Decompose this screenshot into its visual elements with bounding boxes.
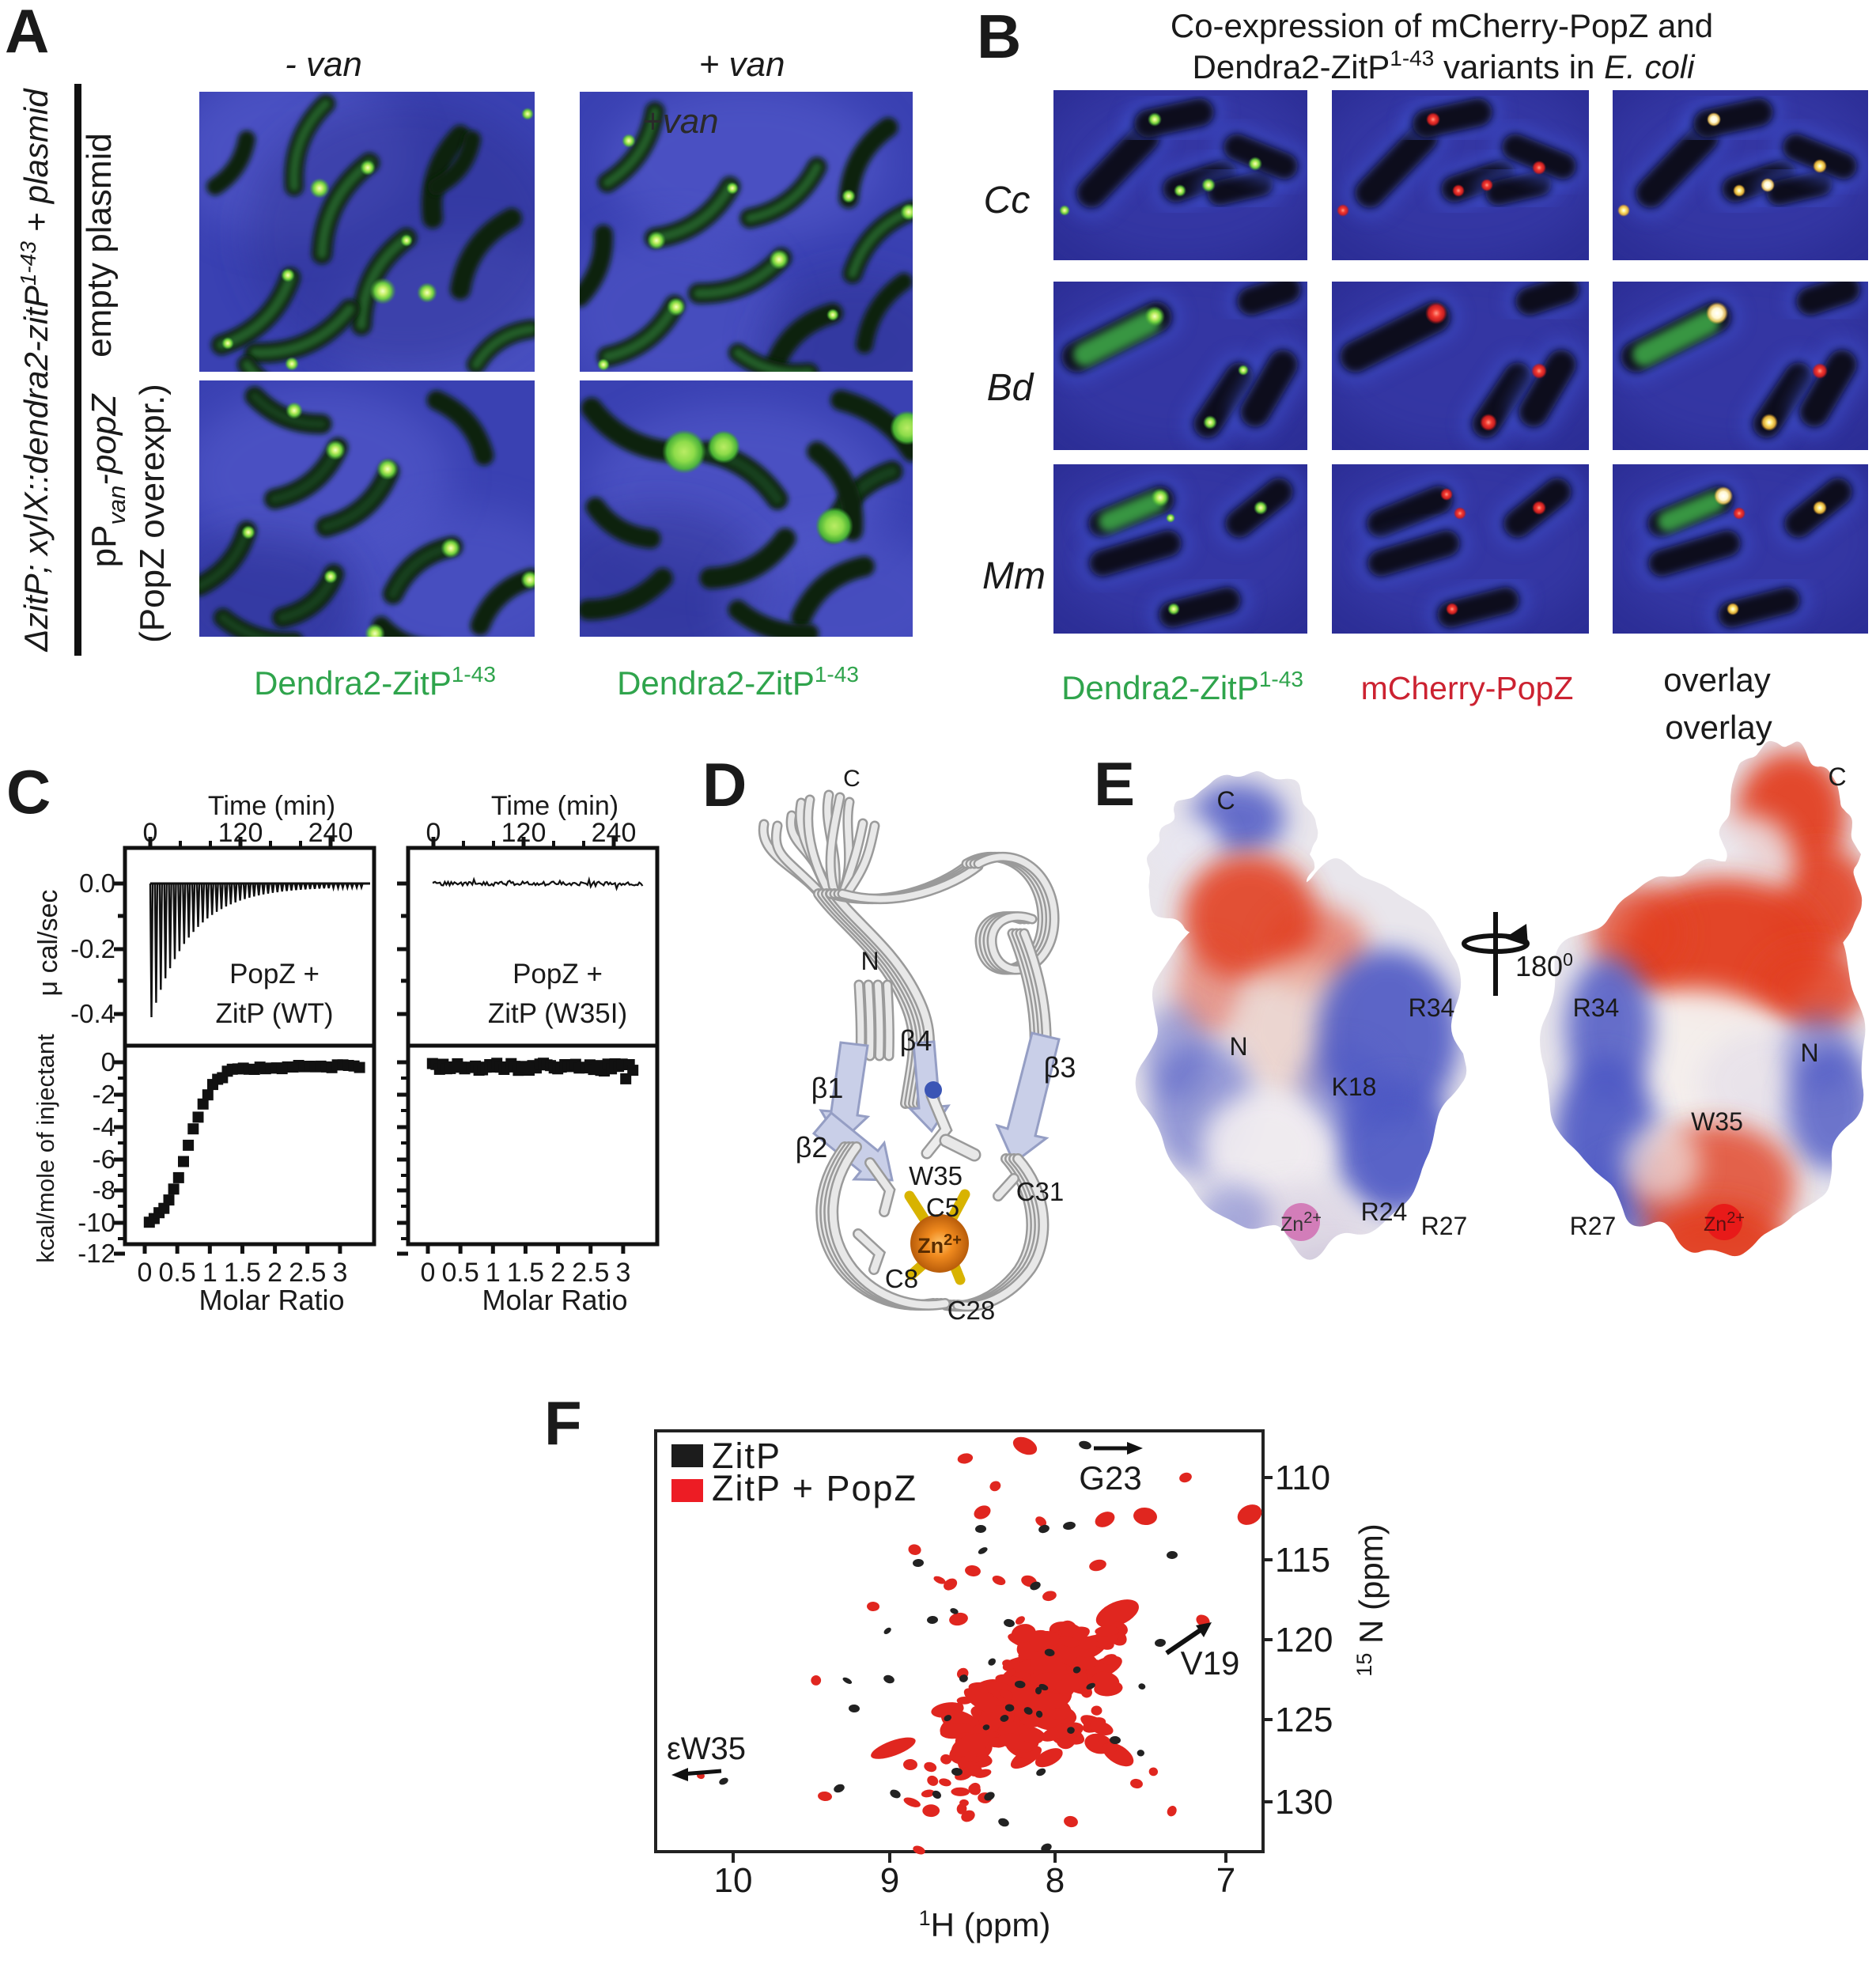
svg-text:0.5: 0.5 <box>442 1258 479 1288</box>
svg-text:0: 0 <box>101 1047 115 1077</box>
svg-text:mCherry-PopZ: mCherry-PopZ <box>1361 670 1574 706</box>
svg-text:ZitP: ZitP <box>712 1436 781 1476</box>
svg-text:pPvan-popZ: pPvan-popZ <box>85 393 130 568</box>
svg-text:0: 0 <box>426 818 441 848</box>
svg-text:7: 7 <box>1216 1861 1235 1900</box>
svg-text:130: 130 <box>1275 1783 1333 1822</box>
svg-text:Mm: Mm <box>982 555 1046 597</box>
svg-text:9: 9 <box>880 1861 899 1900</box>
svg-text:1: 1 <box>486 1258 501 1288</box>
svg-text:-2: -2 <box>93 1080 115 1109</box>
svg-text:F: F <box>544 1388 582 1458</box>
svg-text:2.5: 2.5 <box>289 1258 326 1288</box>
svg-text:μ cal/sec: μ cal/sec <box>33 890 63 997</box>
svg-text:- van: - van <box>285 45 362 84</box>
svg-text:(PopZ overexpr.): (PopZ overexpr.) <box>133 384 172 643</box>
svg-text:R34: R34 <box>1573 993 1620 1022</box>
svg-text:kcal/mole of injectant: kcal/mole of injectant <box>32 1034 59 1263</box>
svg-text:overlay: overlay <box>1665 709 1772 746</box>
svg-text:C5: C5 <box>926 1193 959 1222</box>
svg-text:1.5: 1.5 <box>507 1258 544 1288</box>
svg-text:K18: K18 <box>1332 1073 1377 1101</box>
svg-text:R27: R27 <box>1570 1212 1617 1240</box>
svg-text:Zn2+: Zn2+ <box>1704 1209 1745 1235</box>
svg-text:ZitP + PopZ: ZitP + PopZ <box>712 1468 917 1508</box>
svg-text:C: C <box>1216 786 1235 815</box>
svg-text:3: 3 <box>615 1258 630 1288</box>
svg-text:G23: G23 <box>1079 1459 1141 1497</box>
svg-text:A: A <box>5 0 49 66</box>
svg-text:N: N <box>860 947 879 975</box>
svg-text:1.5: 1.5 <box>224 1258 261 1288</box>
svg-text:E: E <box>1094 749 1135 819</box>
svg-text:0.5: 0.5 <box>159 1258 196 1288</box>
svg-text:ΔzitP; xylX::dendra2-zitP1-43: ΔzitP; xylX::dendra2-zitP1-43 + plasmid <box>16 88 55 653</box>
svg-text:125: 125 <box>1275 1701 1333 1739</box>
svg-text:0.0: 0.0 <box>79 868 115 898</box>
svg-text:B: B <box>977 2 1021 71</box>
svg-text:0: 0 <box>421 1258 436 1288</box>
svg-text:R27: R27 <box>1421 1212 1468 1240</box>
svg-text:Time (min): Time (min) <box>491 791 618 821</box>
svg-text:empty plasmid: empty plasmid <box>80 133 119 358</box>
svg-text:D: D <box>702 750 747 819</box>
svg-text:C: C <box>843 766 860 792</box>
svg-text:R24: R24 <box>1361 1198 1408 1226</box>
svg-text:Molar Ratio: Molar Ratio <box>482 1284 627 1316</box>
svg-text:Bd: Bd <box>987 367 1034 409</box>
svg-text:15 N (ppm): 15 N (ppm) <box>1352 1523 1390 1676</box>
svg-text:0: 0 <box>138 1258 153 1288</box>
svg-text:Molar Ratio: Molar Ratio <box>199 1284 344 1316</box>
svg-text:β4: β4 <box>900 1024 932 1057</box>
svg-text:2.5: 2.5 <box>572 1258 609 1288</box>
svg-text:Dendra2-ZitP1-43 variants in E: Dendra2-ZitP1-43 variants in E. coli <box>1193 46 1696 85</box>
svg-text:3: 3 <box>332 1258 347 1288</box>
svg-text:ZitP (WT): ZitP (WT) <box>215 998 333 1029</box>
svg-text:2: 2 <box>267 1258 282 1288</box>
svg-text:-10: -10 <box>78 1208 115 1237</box>
svg-text:0: 0 <box>143 818 158 848</box>
svg-text:N: N <box>1229 1032 1247 1061</box>
svg-text:+ van: + van <box>699 45 785 84</box>
svg-text:+van: +van <box>642 102 719 141</box>
svg-text:β2: β2 <box>796 1131 828 1164</box>
svg-text:C: C <box>1828 762 1846 791</box>
svg-text:Zn2+: Zn2+ <box>1280 1209 1322 1235</box>
svg-text:R34: R34 <box>1409 993 1455 1022</box>
svg-text:-0.2: -0.2 <box>70 934 115 963</box>
svg-text:Cc: Cc <box>984 180 1031 221</box>
svg-text:εW35: εW35 <box>667 1731 746 1766</box>
svg-text:PopZ +: PopZ + <box>512 959 603 990</box>
svg-text:β3: β3 <box>1044 1051 1076 1084</box>
svg-text:Time (min): Time (min) <box>208 791 335 821</box>
svg-text:1H (ppm): 1H (ppm) <box>919 1906 1051 1943</box>
svg-text:2: 2 <box>550 1258 565 1288</box>
svg-text:Dendra2-ZitP1-43: Dendra2-ZitP1-43 <box>1061 667 1303 706</box>
svg-text:115: 115 <box>1275 1541 1330 1580</box>
svg-text:120: 120 <box>1275 1621 1333 1659</box>
svg-text:8: 8 <box>1046 1861 1065 1900</box>
svg-text:W35: W35 <box>909 1161 963 1190</box>
svg-text:β1: β1 <box>811 1072 844 1104</box>
svg-text:C28: C28 <box>947 1296 996 1325</box>
svg-text:ZitP (W35I): ZitP (W35I) <box>488 998 627 1029</box>
svg-text:Co-expression of mCherry-PopZ: Co-expression of mCherry-PopZ and <box>1171 7 1713 44</box>
svg-text:110: 110 <box>1275 1459 1330 1497</box>
svg-text:W35: W35 <box>1691 1107 1743 1136</box>
svg-text:Zn2+: Zn2+ <box>917 1232 962 1258</box>
svg-text:PopZ +: PopZ + <box>229 959 320 990</box>
svg-text:C31: C31 <box>1016 1177 1065 1206</box>
svg-text:N: N <box>1800 1039 1818 1067</box>
svg-text:V19: V19 <box>1181 1644 1240 1682</box>
svg-text:-12: -12 <box>78 1239 115 1268</box>
svg-text:C: C <box>6 757 51 827</box>
svg-text:C8: C8 <box>885 1264 918 1293</box>
svg-text:-6: -6 <box>93 1145 115 1174</box>
svg-text:-0.4: -0.4 <box>70 999 115 1028</box>
svg-text:1: 1 <box>202 1258 217 1288</box>
svg-text:-8: -8 <box>93 1175 115 1205</box>
svg-text:-4: -4 <box>93 1112 115 1141</box>
svg-text:overlay: overlay <box>1663 661 1770 698</box>
svg-text:10: 10 <box>714 1861 753 1900</box>
